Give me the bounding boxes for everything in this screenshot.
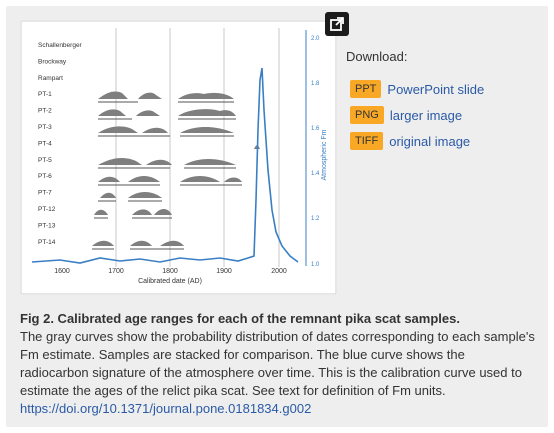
distribution [146,159,172,165]
row-label: PT-7 [38,190,52,197]
row-label: PT-5 [38,157,52,164]
calibration-figure: 2.0 1.8 1.6 1.4 1.2 1.0 Atmospheric Fm Schall… [20,20,337,295]
y-axis-label: Atmospheric Fm [321,129,328,180]
distribution [160,240,184,246]
x-tick-label: 1900 [216,268,232,275]
distribution [178,109,236,116]
row-label: PT-6 [38,173,52,180]
row-label: PT-4 [38,140,52,147]
x-axis-label: Calibrated date (AD) [138,278,202,285]
x-axis-ticks: 1600 1700 1800 1900 2000 [54,268,287,275]
row-label: PT-14 [38,239,56,246]
row-label: PT-2 [38,108,52,115]
png-link[interactable]: larger image [389,107,463,123]
distribution [92,240,114,246]
y-tick-label: 1.2 [311,216,320,222]
distribution [128,176,160,182]
caption-doi-link[interactable]: https://doi.org/10.1371/journal.pone.018… [20,401,312,416]
calibration-curve [31,67,299,264]
ppt-badge: PPT [350,80,382,98]
distribution [100,192,116,198]
row-label: PT-13 [38,222,56,229]
y-tick-label: 2.0 [311,36,320,42]
download-png[interactable]: PNG larger image [350,105,462,125]
ppt-link[interactable]: PowerPoint slide [387,81,485,97]
caption-body: The gray curves show the probability dis… [20,329,535,398]
distribution [98,126,138,133]
distribution [98,176,120,182]
row-label: Schallenberger [38,42,83,49]
distribution [178,92,234,99]
figure-frame [20,20,337,295]
probability-distributions [92,91,260,246]
download-ppt[interactable]: PPT PowerPoint slide [350,79,484,99]
y-tick-label: 1.4 [311,171,320,177]
distribution [98,109,126,116]
distribution [138,92,162,99]
distribution [128,192,162,198]
png-badge: PNG [350,106,384,124]
distribution [180,127,234,133]
expand-icon [330,17,344,31]
y-axis-ticks: 2.0 1.8 1.6 1.4 1.2 1.0 [311,36,320,268]
distribution [94,209,108,215]
distribution [132,209,152,215]
x-tick-label: 1700 [108,268,124,275]
row-label: PT-12 [38,206,56,213]
x-tick-label: 1600 [54,268,70,275]
distribution [98,91,128,99]
tiff-link[interactable]: original image [389,133,471,149]
row-label: Brockway [38,58,67,65]
interval-bars [92,101,242,250]
tiff-badge: TIFF [350,132,384,150]
row-label: PT-3 [38,124,52,131]
distribution [184,159,236,165]
y-tick-label: 1.6 [311,126,320,132]
distribution [136,110,160,116]
x-tick-label: 2000 [271,268,287,275]
download-tiff[interactable]: TIFF original image [350,131,470,151]
distribution [130,240,152,246]
download-title: Download: [346,49,408,64]
distribution [154,209,172,215]
distribution [98,157,142,165]
x-tick-label: 1800 [162,268,178,275]
y-tick-label: 1.0 [311,262,320,268]
row-label: PT-1 [38,91,52,98]
caption-title: Fig 2. Calibrated age ranges for each of… [20,311,460,326]
figure-image[interactable]: 2.0 1.8 1.6 1.4 1.2 1.0 Atmospheric Fm Schall… [20,20,337,295]
distribution [224,177,242,182]
distribution [180,176,220,182]
expand-button[interactable] [325,12,349,36]
figure-caption: Fig 2. Calibrated age ranges for each of… [20,310,535,418]
y-tick-label: 1.8 [311,81,320,87]
row-label: Rampart [38,75,63,82]
row-labels: Schallenberger Brockway Rampart PT-1 PT-2 PT-… [38,42,83,246]
distribution [142,127,168,133]
